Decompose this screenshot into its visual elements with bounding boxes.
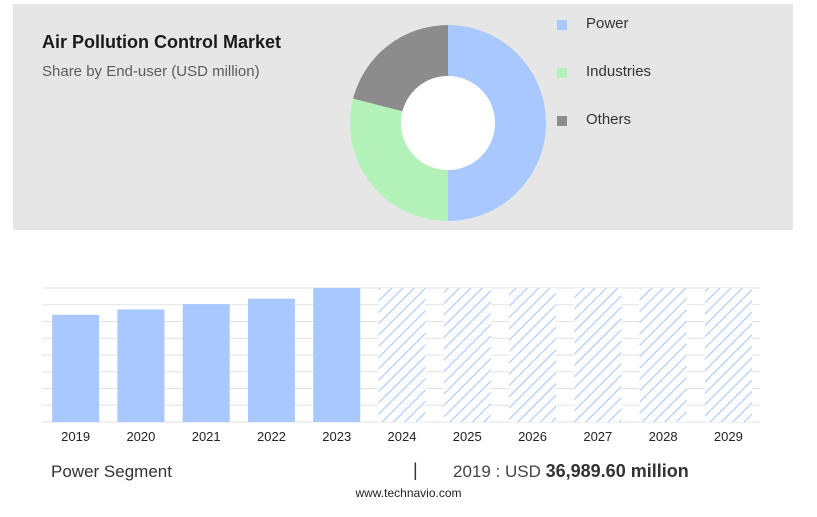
chart-title: Air Pollution Control Market (42, 32, 282, 52)
bar-2020 (117, 309, 165, 422)
x-tick-label: 2026 (518, 429, 547, 444)
x-tick-label: 2019 (61, 429, 90, 444)
footer-value-bold: 36,989.60 million (545, 461, 689, 481)
x-tick-label: 2029 (714, 429, 743, 444)
legend-label: Industries (586, 63, 652, 80)
x-tick-label: 2024 (388, 429, 417, 444)
bar-2022 (247, 298, 295, 422)
bar-2021 (182, 304, 230, 422)
footer-value-prefix: 2019 : USD (453, 462, 541, 481)
bar-2026 (509, 288, 557, 422)
donut-slice-others (353, 25, 448, 112)
bar-2024 (378, 288, 426, 422)
x-tick-label: 2020 (126, 429, 155, 444)
bar-2019 (52, 314, 100, 422)
footer-separator: | (413, 460, 418, 480)
legend-swatch (557, 116, 567, 126)
bar-2023 (313, 288, 361, 422)
legend-label: Others (586, 111, 632, 128)
footer-segment-label: Power Segment (51, 462, 172, 481)
x-tick-label: 2025 (453, 429, 482, 444)
donut-hole (401, 76, 495, 170)
x-tick-label: 2021 (192, 429, 221, 444)
chart-subtitle: Share by End-user (USD million) (42, 63, 260, 80)
bar-2029 (704, 288, 752, 422)
x-tick-label: 2023 (322, 429, 351, 444)
x-tick-label: 2027 (583, 429, 612, 444)
source-link[interactable]: www.technavio.com (355, 486, 462, 500)
bar-2028 (639, 288, 687, 422)
footer-value: 2019 : USD 36,989.60 million (453, 461, 689, 482)
donut-slice-power (448, 25, 546, 221)
bar-chart: 2019 2020 2021 2022 2023 2024 2025 2026 2027 2028… (42, 287, 760, 444)
legend-label: Power (586, 15, 629, 32)
donut-chart (349, 25, 546, 221)
legend-swatch (557, 20, 567, 30)
x-tick-label: 2022 (257, 429, 286, 444)
donut-slice-industries (349, 98, 448, 221)
legend-swatch (557, 68, 567, 78)
x-tick-label: 2028 (649, 429, 678, 444)
bar-2025 (443, 288, 491, 422)
bar-2027 (574, 288, 622, 422)
